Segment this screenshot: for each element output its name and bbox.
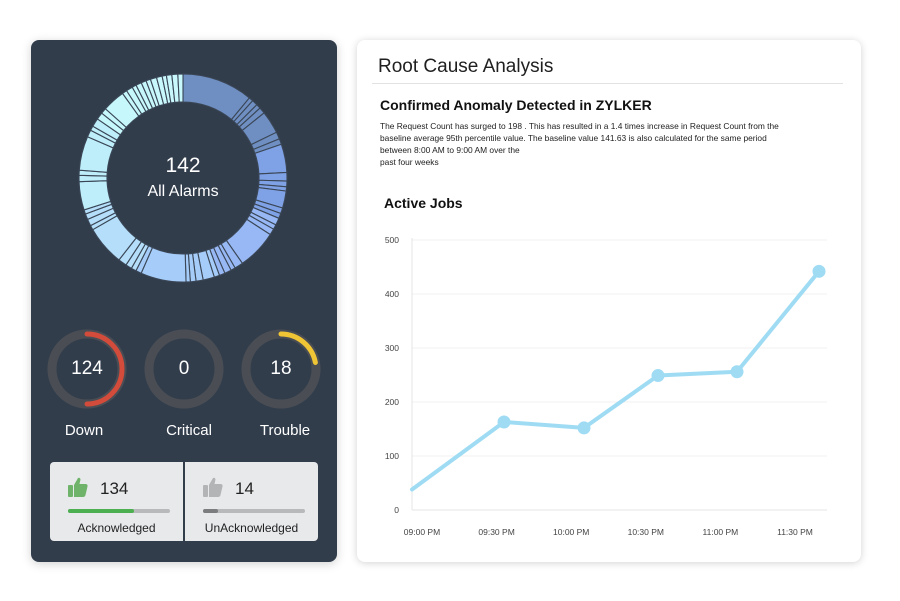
x-tick-label: 09:30 PM: [478, 527, 514, 537]
unacknowledged-bar-fill: [203, 509, 219, 513]
gauge-arc: [84, 331, 125, 407]
acknowledged-bar-fill: [68, 509, 135, 513]
rca-panel: Root Cause Analysis Confirmed Anomaly De…: [357, 40, 861, 562]
gauge-down-label: Down: [64, 422, 104, 439]
anomaly-desc-line: baseline average 95th percentile value. …: [380, 133, 767, 143]
alarms-donut-chart[interactable]: [72, 67, 294, 289]
active-jobs-chart[interactable]: 500 400 300 200 100 0 09:00 PM 09:30 PM 10:00 PM…: [357, 220, 861, 562]
gauge-arc: [278, 331, 318, 365]
y-tick-label: 400: [385, 289, 399, 299]
x-tick-label: 11:00 PM: [703, 527, 739, 537]
gauge-down[interactable]: 124: [46, 328, 128, 410]
alarms-label: All Alarms: [147, 183, 219, 200]
data-point[interactable]: [812, 264, 826, 278]
donut-segment[interactable]: [177, 73, 184, 103]
ack-divider: [183, 462, 185, 541]
anomaly-desc-line: The Request Count has surged to 198 . Th…: [380, 121, 779, 131]
x-tick-label: 09:00 PM: [404, 527, 440, 537]
gauge-critical-value: 0: [178, 358, 190, 379]
alarms-donut[interactable]: 142 All Alarms: [72, 67, 294, 289]
rca-title: Root Cause Analysis: [378, 56, 554, 77]
gauge-critical-ring: [144, 329, 224, 409]
chart-title: Active Jobs: [384, 195, 463, 211]
unacknowledged-count: 14: [235, 479, 254, 498]
anomaly-desc-line: past four weeks: [380, 157, 439, 167]
data-point[interactable]: [730, 365, 744, 379]
gauge-track: [144, 329, 224, 409]
unacknowledged-card[interactable]: 14 UnAcknowledged: [185, 462, 318, 541]
y-tick-label: 0: [394, 505, 399, 515]
alarms-panel: 142 All Alarms 124 0 18 Down Critical Tr…: [31, 40, 337, 562]
acknowledged-bar: [68, 509, 170, 513]
unacknowledged-bar: [203, 509, 305, 513]
anomaly-desc-line: between 8:00 AM to 9:00 AM over the: [380, 145, 520, 155]
y-tick-label: 500: [385, 235, 399, 245]
series-line: [410, 269, 821, 492]
gauge-down-value: 124: [71, 358, 103, 379]
y-tick-label: 300: [385, 343, 399, 353]
acknowledged-label: Acknowledged: [77, 521, 156, 535]
data-point[interactable]: [577, 421, 591, 435]
donut-center: 142 All Alarms: [72, 67, 294, 289]
gauge-down-ring: [47, 329, 127, 409]
anomaly-description: The Request Count has surged to 198 . Th…: [380, 120, 850, 168]
x-tick-label: 11:30 PM: [777, 527, 813, 537]
data-point[interactable]: [651, 369, 665, 383]
gauge-trouble-value: 18: [270, 358, 292, 379]
alarms-total: 142: [165, 154, 201, 177]
gauge-trouble-ring: [241, 329, 321, 409]
y-tick-label: 100: [385, 451, 399, 461]
x-tick-label: 10:00 PM: [553, 527, 589, 537]
gauge-trouble[interactable]: 18: [240, 328, 322, 410]
unacknowledged-label: UnAcknowledged: [204, 521, 299, 535]
y-tick-label: 200: [385, 397, 399, 407]
thumbs-up-icon: [203, 477, 223, 497]
rca-divider: [372, 83, 843, 84]
acknowledged-count: 134: [100, 479, 129, 498]
x-tick-label: 10:30 PM: [628, 527, 664, 537]
data-point[interactable]: [497, 415, 511, 429]
thumbs-up-icon: [68, 477, 88, 497]
acknowledged-card[interactable]: 134 Acknowledged: [50, 462, 183, 541]
anomaly-title: Confirmed Anomaly Detected in ZYLKER: [380, 97, 652, 113]
gauge-critical[interactable]: 0: [143, 328, 225, 410]
gauge-critical-label: Critical: [166, 422, 212, 439]
acknowledgement-box: 134 Acknowledged 14 UnAcknowledged: [50, 462, 318, 541]
gauge-trouble-label: Trouble: [259, 422, 311, 439]
